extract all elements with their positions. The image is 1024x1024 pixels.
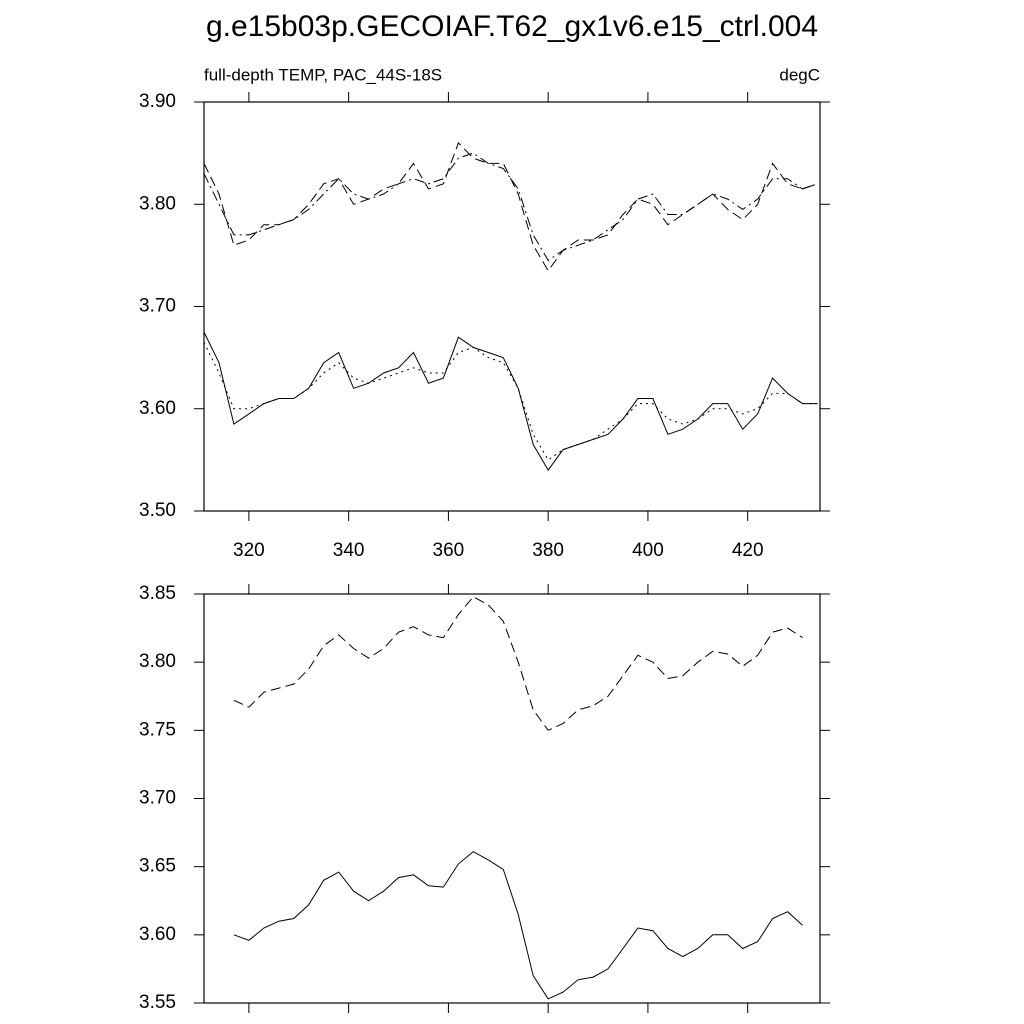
y-tick-label: 3.60 [139, 924, 176, 945]
x-tick-label: 360 [433, 540, 465, 561]
series-line [203, 152, 818, 262]
y-tick-label: 3.65 [139, 856, 176, 877]
x-tick-label: 340 [333, 540, 365, 561]
series-line [203, 342, 818, 461]
x-tick-label: 420 [732, 540, 764, 561]
y-tick-label: 3.80 [139, 651, 176, 672]
y-tick-label: 3.50 [139, 500, 176, 521]
series-line [233, 851, 803, 1000]
plot-frame [203, 101, 821, 512]
y-tick-label: 3.75 [139, 719, 176, 740]
plot-frame [203, 593, 821, 1004]
y-tick-label: 3.85 [139, 583, 176, 604]
series-line [203, 331, 818, 472]
x-tick-label: 400 [632, 540, 664, 561]
y-tick-label: 3.70 [139, 296, 176, 317]
y-tick-label: 3.60 [139, 398, 176, 419]
subtitle-left: full-depth TEMP, PAC_44S-18S [204, 65, 442, 84]
series-line [233, 596, 803, 731]
series-line [203, 141, 818, 272]
y-tick-label: 3.55 [139, 992, 176, 1013]
chart-title: g.e15b03p.GECOIAF.T62_gx1v6.e15_ctrl.004 [206, 10, 818, 43]
subtitle-right: degC [779, 65, 820, 84]
x-tick-label: 380 [532, 540, 564, 561]
y-tick-label: 3.80 [139, 193, 176, 214]
x-tick-label: 320 [233, 540, 265, 561]
y-tick-label: 3.70 [139, 788, 176, 809]
y-tick-label: 3.90 [139, 91, 176, 112]
